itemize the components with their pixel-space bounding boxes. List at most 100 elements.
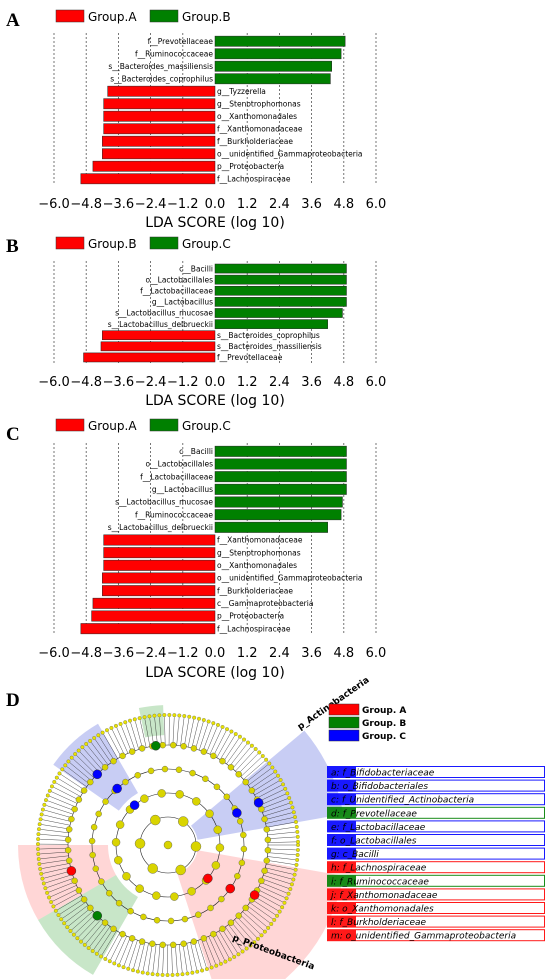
leaf-node bbox=[100, 730, 105, 735]
leaf-node bbox=[45, 793, 50, 798]
branch bbox=[211, 934, 225, 960]
branch bbox=[264, 812, 292, 820]
leaf-node bbox=[128, 718, 132, 723]
bar-label: g__Lactobacillus bbox=[152, 485, 213, 494]
leaf-node bbox=[284, 896, 289, 901]
bar-label: g__Lactobacillus bbox=[152, 298, 213, 307]
cladogram: p_Actinobacteriap_Proteobacteria bbox=[18, 675, 371, 979]
x-axis-label: LDA SCORE (log 10) bbox=[145, 393, 285, 409]
x-tick-label: −4.8 bbox=[70, 197, 102, 212]
branch bbox=[42, 819, 71, 826]
branch bbox=[71, 910, 94, 930]
bar bbox=[102, 585, 216, 597]
taxa-key-label: g: c_Bacilli bbox=[331, 850, 379, 860]
leaf-node bbox=[288, 887, 293, 891]
tree-node bbox=[75, 887, 83, 894]
x-tick-label: 6.0 bbox=[366, 375, 387, 390]
taxa-key-label: h: f_Lachnospiraceae bbox=[331, 864, 427, 874]
leaf-node bbox=[180, 972, 185, 977]
branch bbox=[40, 851, 69, 855]
branch bbox=[248, 768, 271, 786]
leaf-node bbox=[278, 778, 283, 782]
bar bbox=[102, 330, 216, 341]
x-tick-label: −2.4 bbox=[135, 646, 167, 661]
leaf-node bbox=[42, 802, 47, 807]
branch bbox=[267, 848, 296, 851]
bar-label: f__Lachnospiraceae bbox=[217, 174, 291, 183]
branch bbox=[61, 774, 85, 791]
x-tick-label: −4.8 bbox=[70, 375, 102, 390]
branch bbox=[206, 726, 218, 753]
bar-label: f__Ruminococcaceae bbox=[135, 49, 213, 58]
x-tick-label: 1.2 bbox=[237, 197, 258, 212]
legend-label: Group.A bbox=[88, 419, 137, 433]
leaf-node bbox=[165, 973, 170, 977]
leaf-node bbox=[195, 969, 200, 974]
branch bbox=[40, 829, 69, 834]
tree-node bbox=[248, 787, 256, 794]
branch bbox=[49, 796, 76, 808]
leaf-node bbox=[36, 857, 41, 861]
leaf-node bbox=[63, 763, 68, 768]
leaf-node bbox=[244, 946, 249, 951]
taxa-key-label: b: o_Bifidobacteriales bbox=[331, 782, 428, 792]
branch bbox=[218, 930, 234, 956]
branch bbox=[250, 772, 274, 789]
leaf-node bbox=[262, 929, 267, 934]
tree-node bbox=[80, 896, 88, 903]
leaf-node bbox=[264, 757, 269, 762]
branch bbox=[242, 911, 264, 931]
bar-label: s__Lactobacillus_mucosae bbox=[115, 309, 213, 318]
leaf-node bbox=[242, 737, 246, 742]
leaf-node bbox=[37, 862, 42, 866]
x-tick-label: −3.6 bbox=[103, 197, 135, 212]
branch bbox=[44, 809, 72, 818]
leaf-node bbox=[68, 929, 73, 933]
leaf-node bbox=[155, 972, 160, 977]
bar bbox=[100, 341, 216, 352]
leaf-node bbox=[170, 972, 175, 977]
legend-label: Group.C bbox=[182, 419, 231, 433]
x-tick-label: −2.4 bbox=[135, 197, 167, 212]
tree-node bbox=[215, 843, 225, 852]
bar-label: s__Lactobacillus_delbrueckii bbox=[108, 523, 213, 532]
tree-node bbox=[242, 904, 249, 912]
taxa-key-textbg bbox=[356, 780, 544, 791]
branch bbox=[180, 717, 185, 746]
leaf-node bbox=[272, 917, 277, 922]
tree-node bbox=[238, 859, 246, 867]
leaf-node bbox=[283, 786, 288, 791]
leaf-node bbox=[227, 957, 232, 962]
branch bbox=[197, 940, 207, 968]
tree-node bbox=[102, 798, 109, 805]
leaf-node bbox=[281, 782, 285, 787]
leaf-node bbox=[49, 900, 54, 904]
branch bbox=[267, 856, 296, 860]
tree-node bbox=[264, 847, 272, 854]
bar bbox=[214, 274, 347, 285]
taxa-key-label: j: f_Xanthomonadaceae bbox=[329, 891, 438, 901]
leaf-node bbox=[84, 742, 89, 746]
branch bbox=[249, 902, 273, 919]
x-tick-label: 0.0 bbox=[205, 375, 226, 390]
branch bbox=[144, 719, 151, 747]
tree-node bbox=[227, 764, 235, 771]
bar bbox=[80, 623, 216, 635]
tree-node bbox=[175, 864, 186, 876]
leaf-node bbox=[36, 847, 41, 852]
tree-node bbox=[75, 796, 83, 803]
leaf-node bbox=[294, 862, 299, 867]
tree-node bbox=[128, 935, 136, 942]
leaf-node bbox=[60, 767, 65, 772]
branch bbox=[175, 944, 178, 973]
tree-node bbox=[134, 838, 146, 849]
tree-node bbox=[153, 917, 161, 924]
branch bbox=[266, 826, 295, 832]
cladogram-taxa-key: a: f_Bifidobacteriaceae b: o_Bifidobacter… bbox=[327, 766, 545, 942]
branch bbox=[58, 778, 83, 794]
root-node bbox=[163, 840, 173, 850]
bar bbox=[92, 597, 216, 609]
branch bbox=[69, 762, 92, 781]
tree-node bbox=[159, 741, 166, 749]
leaf-node bbox=[112, 961, 117, 966]
